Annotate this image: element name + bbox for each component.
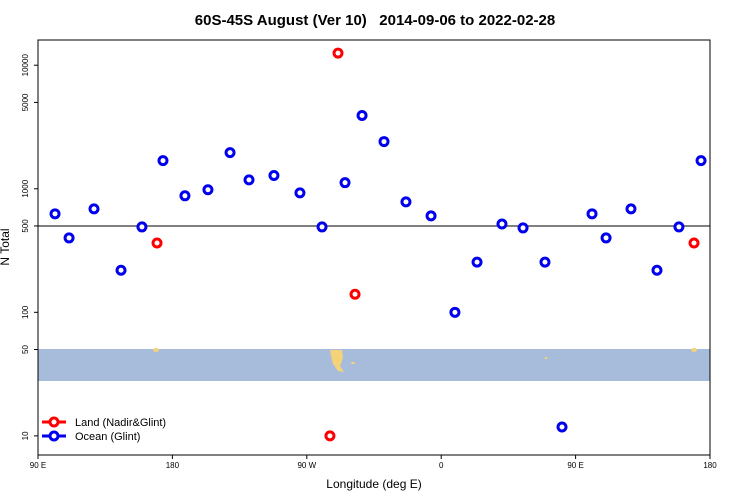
ocean-band [38, 349, 710, 381]
y-tick-label: 500 [21, 219, 30, 233]
x-axis-label: Longitude (deg E) [326, 477, 421, 491]
y-tick-label: 1000 [21, 179, 30, 197]
x-tick-label: 90 W [297, 461, 316, 470]
point [179, 190, 191, 202]
point [332, 47, 344, 59]
point [49, 208, 61, 220]
x-tick-label: 90 E [30, 461, 46, 470]
point [294, 187, 306, 199]
point [356, 109, 368, 121]
y-tick-label: 5000 [21, 93, 30, 111]
legend-marker [48, 430, 60, 442]
point [695, 155, 707, 167]
point [449, 306, 461, 318]
point [349, 288, 361, 300]
point [600, 232, 612, 244]
legend-label: Land (Nadir&Glint) [75, 417, 166, 429]
point [157, 155, 169, 167]
y-tick-label: 10 [21, 431, 30, 440]
point [136, 221, 148, 233]
point [339, 177, 351, 189]
x-tick-label: 90 E [567, 461, 583, 470]
map-strip [38, 348, 710, 381]
legend-marker [48, 416, 60, 428]
land-patch [351, 362, 355, 364]
point [324, 430, 336, 442]
point [115, 264, 127, 276]
point [243, 174, 255, 186]
y-tick-label: 100 [21, 305, 30, 319]
legend-label: Ocean (Glint) [75, 431, 140, 443]
y-tick-label: 50 [21, 345, 30, 354]
chart-title: 60S-45S August (Ver 10) 2014-09-06 to 20… [195, 12, 555, 29]
land-patch [544, 357, 548, 359]
point [673, 221, 685, 233]
x-tick-label: 180 [166, 461, 180, 470]
point [400, 196, 412, 208]
point [688, 237, 700, 249]
point [556, 421, 568, 433]
point [625, 203, 637, 215]
x-tick-label: 180 [703, 461, 717, 470]
point [651, 264, 663, 276]
y-tick-label: 10000 [21, 54, 30, 77]
point [539, 256, 551, 268]
point [224, 147, 236, 159]
point [202, 184, 214, 196]
point [151, 237, 163, 249]
land-patch [691, 348, 697, 352]
land-patch [153, 348, 159, 352]
point [586, 208, 598, 220]
point [316, 221, 328, 233]
x-tick-label: 0 [439, 461, 444, 470]
plot-frame [37, 39, 711, 456]
y-axis-label: N Total [0, 228, 12, 265]
point [63, 232, 75, 244]
point [471, 256, 483, 268]
point [425, 210, 437, 222]
land-patch [330, 350, 344, 372]
point [268, 170, 280, 182]
point [378, 136, 390, 148]
point [517, 222, 529, 234]
point [88, 203, 100, 215]
point [496, 218, 508, 230]
